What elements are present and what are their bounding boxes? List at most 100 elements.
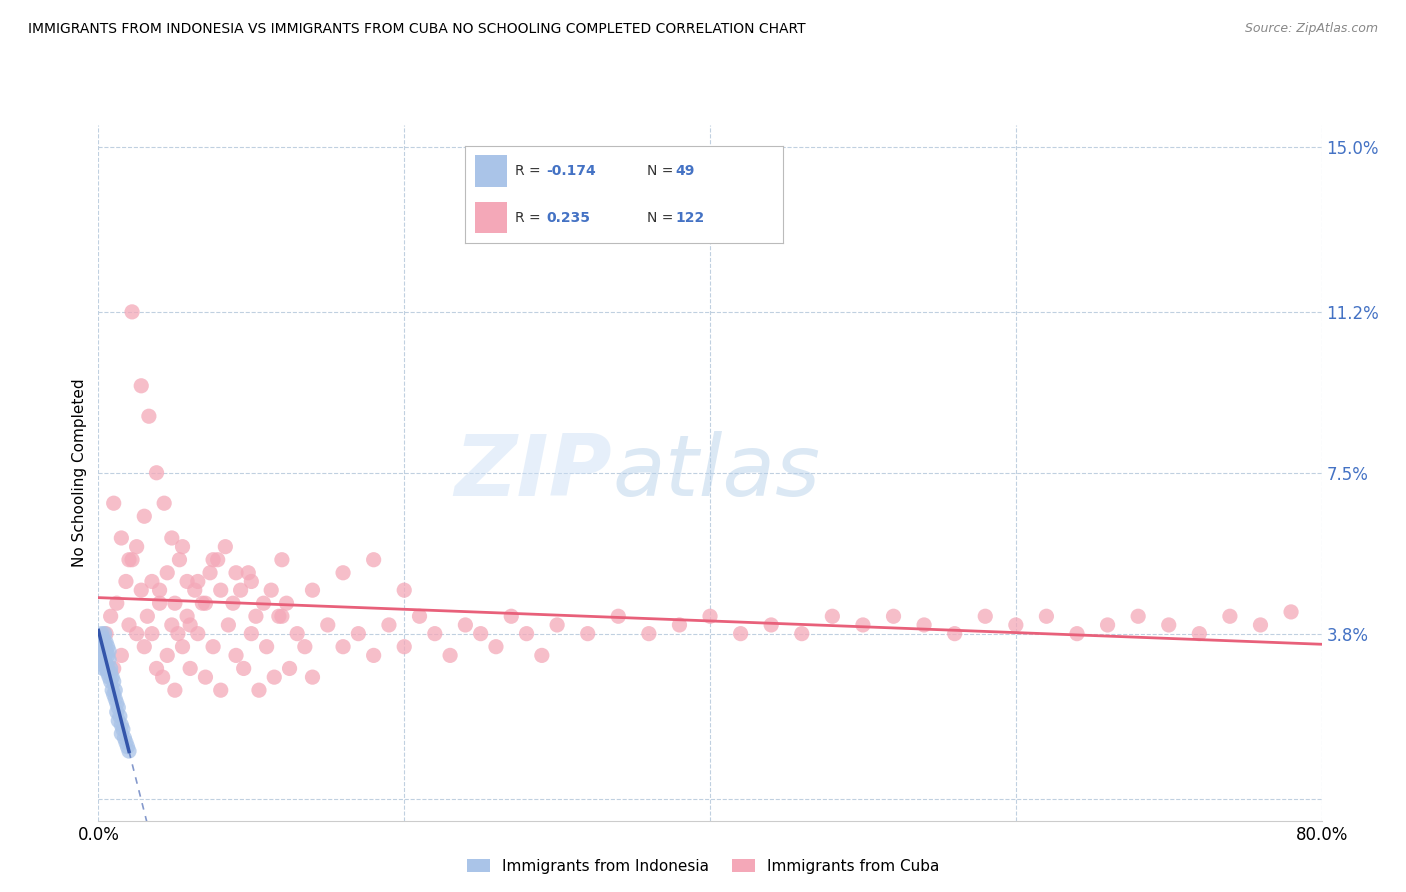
Point (222, 596, 245, 610)
Point (89, 648, 111, 663)
Point (256, 640, 278, 654)
Point (378, 618, 401, 632)
Point (214, 540, 236, 554)
Point (98, 644, 121, 658)
Point (790, 626, 813, 640)
Point (103, 661, 125, 675)
Point (105, 705, 128, 719)
Point (263, 670, 285, 684)
Point (153, 496, 176, 510)
Point (202, 640, 225, 654)
Point (439, 648, 461, 663)
Point (118, 552, 141, 567)
Point (100, 661, 122, 675)
Point (169, 552, 191, 567)
Point (108, 709, 131, 723)
Point (943, 626, 966, 640)
Point (576, 626, 599, 640)
Point (103, 674, 125, 689)
Point (294, 640, 316, 654)
Point (93, 626, 115, 640)
Point (90, 644, 112, 658)
Point (138, 409, 160, 424)
Point (209, 583, 232, 598)
Point (191, 596, 214, 610)
Point (167, 626, 190, 640)
Point (1066, 626, 1088, 640)
Point (883, 609, 905, 624)
Point (240, 626, 263, 640)
Point (98, 653, 121, 667)
Point (607, 609, 630, 624)
Point (852, 618, 875, 632)
Point (104, 683, 127, 698)
Point (332, 566, 354, 580)
Point (98, 670, 121, 684)
Point (125, 540, 148, 554)
Point (121, 552, 143, 567)
Point (1157, 618, 1180, 632)
Point (97, 665, 120, 680)
Point (149, 596, 172, 610)
Point (252, 596, 274, 610)
Point (97, 640, 120, 654)
Point (285, 626, 308, 640)
Point (172, 540, 194, 554)
Point (1004, 618, 1026, 632)
Point (974, 609, 997, 624)
Point (125, 626, 148, 640)
Point (301, 670, 323, 684)
Point (101, 670, 124, 684)
Point (238, 566, 260, 580)
Point (90, 635, 112, 649)
Point (93, 644, 115, 658)
Point (179, 661, 201, 675)
Point (97, 661, 120, 675)
Legend: Immigrants from Indonesia, Immigrants from Cuba: Immigrants from Indonesia, Immigrants fr… (461, 853, 945, 880)
Point (1279, 605, 1302, 619)
Point (187, 574, 209, 589)
Point (245, 609, 267, 624)
Point (637, 626, 661, 640)
Point (94, 635, 117, 649)
Point (207, 552, 229, 567)
Point (1188, 626, 1211, 640)
Point (232, 661, 254, 675)
Point (363, 552, 385, 567)
Point (229, 583, 252, 598)
Point (145, 661, 167, 675)
Point (110, 718, 132, 732)
Point (107, 714, 129, 728)
Point (270, 609, 292, 624)
Point (93, 653, 115, 667)
Point (115, 735, 138, 749)
Point (184, 583, 207, 598)
Point (93, 635, 115, 649)
Point (163, 596, 186, 610)
Point (546, 618, 568, 632)
Point (392, 583, 416, 598)
Point (202, 552, 225, 567)
Point (179, 618, 201, 632)
Point (134, 640, 156, 654)
Point (118, 618, 141, 632)
Point (332, 640, 354, 654)
Point (301, 583, 323, 598)
Point (198, 566, 221, 580)
Point (278, 661, 301, 675)
Point (187, 626, 209, 640)
Point (194, 596, 217, 610)
Point (118, 744, 141, 758)
Point (1097, 618, 1119, 632)
Point (240, 574, 263, 589)
Point (100, 609, 122, 624)
Point (156, 648, 179, 663)
Point (129, 583, 152, 598)
Point (454, 618, 477, 632)
Point (176, 609, 198, 624)
Point (1249, 618, 1271, 632)
Point (160, 618, 183, 632)
Point (136, 609, 159, 624)
Point (91, 661, 114, 675)
Point (225, 566, 247, 580)
